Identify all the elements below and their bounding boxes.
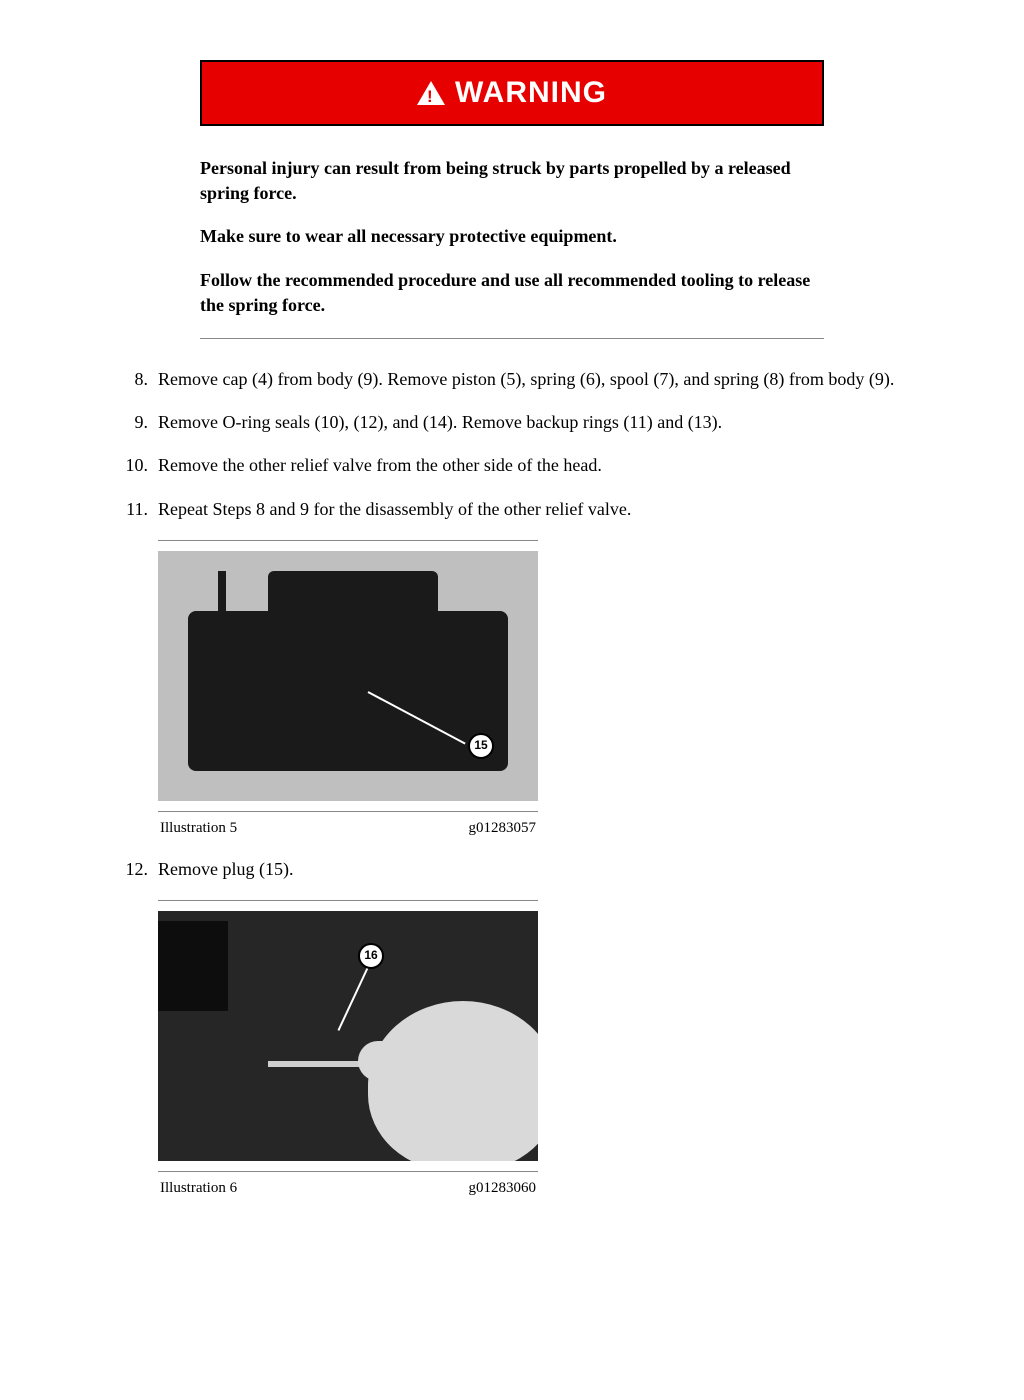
step-number: 8. — [110, 367, 158, 392]
warning-banner: WARNING — [200, 60, 824, 126]
step-9: 9. Remove O-ring seals (10), (12), and (… — [110, 410, 914, 435]
warning-paragraph-1: Personal injury can result from being st… — [200, 156, 824, 206]
figure-label: Illustration 5 — [160, 818, 237, 839]
warning-banner-label: WARNING — [455, 72, 607, 114]
figure-code: g01283057 — [469, 818, 537, 839]
step-number: 10. — [110, 453, 158, 478]
step-number: 9. — [110, 410, 158, 435]
step-text: Remove the other relief valve from the o… — [158, 453, 914, 478]
warning-text-block: Personal injury can result from being st… — [200, 156, 824, 318]
figure-6-image: 16 — [158, 911, 538, 1161]
figure-rule-top — [158, 540, 538, 541]
step-number: 11. — [110, 497, 158, 522]
warning-paragraph-3: Follow the recommended procedure and use… — [200, 268, 824, 318]
procedure-steps-continued: 12. Remove plug (15). — [110, 857, 914, 882]
step-text: Remove plug (15). — [158, 857, 914, 882]
procedure-steps: 8. Remove cap (4) from body (9). Remove … — [110, 367, 914, 522]
section-divider — [200, 338, 824, 339]
step-text: Remove cap (4) from body (9). Remove pis… — [158, 367, 914, 392]
step-8: 8. Remove cap (4) from body (9). Remove … — [110, 367, 914, 392]
warning-paragraph-2: Make sure to wear all necessary protecti… — [200, 224, 824, 249]
figure-6-block: 16 Illustration 6 g01283060 — [158, 900, 538, 1199]
figure-5-block: 15 Illustration 5 g01283057 — [158, 540, 538, 839]
step-text: Repeat Steps 8 and 9 for the disassembly… — [158, 497, 914, 522]
callout-16: 16 — [358, 943, 384, 969]
step-11: 11. Repeat Steps 8 and 9 for the disasse… — [110, 497, 914, 522]
step-12: 12. Remove plug (15). — [110, 857, 914, 882]
warning-triangle-icon — [417, 81, 445, 105]
callout-15: 15 — [468, 733, 494, 759]
step-10: 10. Remove the other relief valve from t… — [110, 453, 914, 478]
figure-code: g01283060 — [469, 1178, 537, 1199]
step-number: 12. — [110, 857, 158, 882]
step-text: Remove O-ring seals (10), (12), and (14)… — [158, 410, 914, 435]
figure-5-caption: Illustration 5 g01283057 — [158, 812, 538, 839]
figure-label: Illustration 6 — [160, 1178, 237, 1199]
figure-5-image: 15 — [158, 551, 538, 801]
figure-6-caption: Illustration 6 g01283060 — [158, 1172, 538, 1199]
figure-rule-top — [158, 900, 538, 901]
